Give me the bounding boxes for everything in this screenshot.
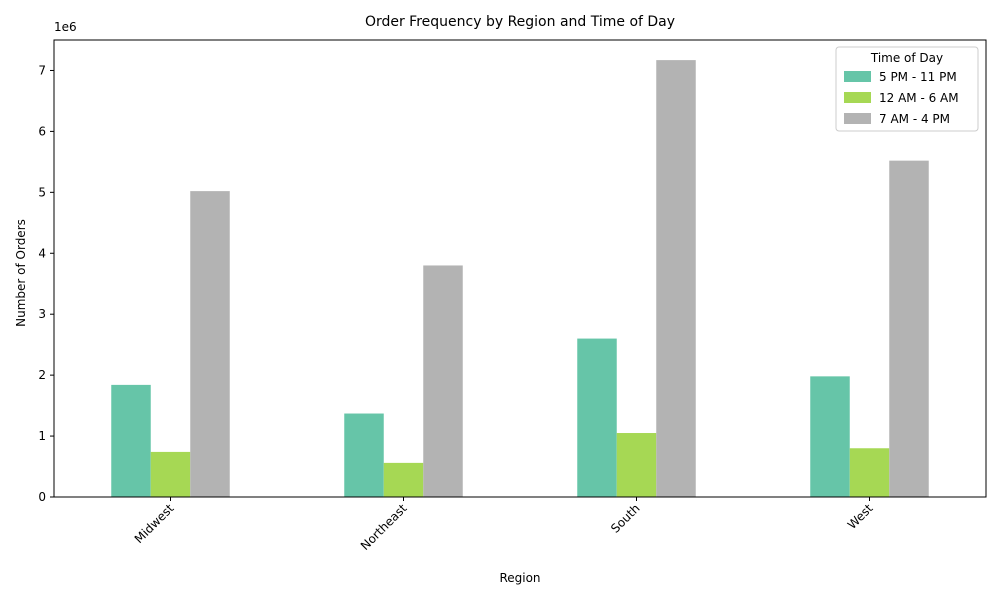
- x-axis-label: Region: [499, 571, 540, 585]
- bar-midwest-series-2: [190, 191, 230, 497]
- chart-title: Order Frequency by Region and Time of Da…: [365, 14, 675, 30]
- y-tick-label: 5: [38, 185, 46, 199]
- legend-label: 12 AM - 6 AM: [879, 91, 959, 105]
- x-tick-label: South: [608, 501, 643, 536]
- y-tick-label: 2: [38, 368, 46, 382]
- legend-box: [835, 46, 979, 132]
- y-tick-label: 4: [38, 246, 46, 260]
- bar-west-series-0: [810, 376, 850, 497]
- bar-west-series-1: [849, 448, 890, 497]
- legend-swatch: [844, 92, 871, 103]
- legend: Time of Day 5 PM - 11 PM 12 AM - 6 AM 7 AM …: [835, 46, 979, 132]
- y-axis-label: Number of Orders: [14, 219, 28, 327]
- legend-label: 7 AM - 4 PM: [879, 112, 950, 126]
- bar-midwest-series-0: [111, 384, 151, 497]
- x-tick-label: Northeast: [358, 501, 410, 553]
- y-tick-label: 3: [38, 307, 46, 321]
- bar-west-series-2: [889, 160, 929, 497]
- x-tick-label: Midwest: [132, 501, 177, 546]
- bar-northeast-series-1: [383, 462, 424, 497]
- y-tick-label: 7: [38, 63, 46, 77]
- y-tick-label: 0: [38, 490, 46, 504]
- y-tick-label: 1: [38, 429, 46, 443]
- bar-south-series-2: [656, 60, 696, 497]
- legend-swatch: [844, 113, 871, 124]
- bar-midwest-series-1: [150, 451, 191, 497]
- bar-northeast-series-2: [423, 265, 463, 497]
- bar-northeast-series-0: [344, 413, 384, 497]
- bar-south-series-1: [616, 433, 657, 497]
- plot-frame: [53, 39, 987, 498]
- y-tick-label: 6: [38, 124, 46, 138]
- x-tick-label: West: [845, 501, 876, 532]
- y-axis-scale-label: 1e6: [54, 20, 77, 34]
- legend-title: Time of Day: [870, 51, 943, 65]
- legend-swatch: [844, 71, 871, 82]
- bars-group: [111, 60, 929, 497]
- bar-south-series-0: [577, 338, 617, 497]
- legend-label: 5 PM - 11 PM: [879, 70, 957, 84]
